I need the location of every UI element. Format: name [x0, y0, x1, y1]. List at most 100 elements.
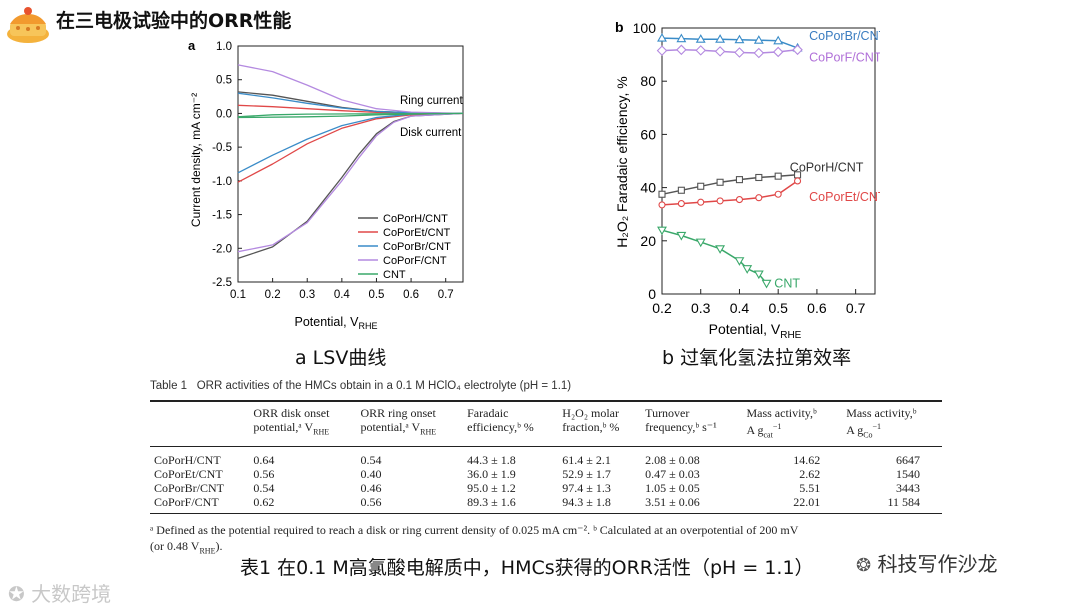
- fe-series-label: CoPorBr/CNT: [809, 29, 880, 43]
- table-cell: CoPorBr/CNT: [154, 481, 225, 496]
- disk-current-label: Disk current: [400, 127, 462, 139]
- fe-marker: [658, 201, 666, 209]
- table-cell: 0.47 ± 0.03: [645, 467, 700, 482]
- fe-marker: [716, 197, 724, 205]
- lsv-legend-label: CNT: [383, 269, 406, 281]
- fe-ytick-label: 20: [640, 233, 656, 249]
- fe-marker: [734, 47, 745, 58]
- table-cell: CoPorEt/CNT: [154, 467, 223, 482]
- fe-marker: [755, 194, 763, 202]
- fe-caption: b 过氧化氢法拉第效率: [662, 347, 852, 369]
- table-cell: 0.54: [360, 453, 382, 468]
- fe-marker: [793, 177, 802, 185]
- fe-series-label: CoPorH/CNT: [790, 161, 864, 175]
- page-title: 在三电极试验中的ORR性能: [56, 10, 292, 32]
- table-header-cell: ORR disk onset potential,ᵃ VRHE: [253, 406, 330, 437]
- lsv-disk-line: [237, 112, 464, 253]
- table-row: CoPorEt/CNT 0.56 0.40 36.0 ± 1.9 52.9 ± 1.7 0…: [150, 467, 942, 481]
- fe-marker: [676, 33, 687, 43]
- fe-xtick-label: 0.3: [691, 300, 711, 316]
- fe-marker: [735, 196, 744, 204]
- fe-xtick-label: 0.7: [846, 300, 866, 316]
- lsv-ring-line: [237, 64, 464, 115]
- lsv-xtick-label: 0.4: [334, 289, 351, 301]
- fe-plot-frame: [661, 27, 876, 295]
- lsv-legend-label: CoPorH/CNT: [383, 213, 448, 225]
- table-cell: 1.05 ± 0.05: [645, 481, 700, 496]
- fe-marker: [695, 34, 706, 43]
- fe-marker: [714, 46, 726, 57]
- table-cell: 44.3 ± 1.8: [467, 453, 516, 468]
- ring-current-label: Ring current: [400, 95, 463, 107]
- fe-marker: [677, 200, 685, 208]
- fe-marker: [772, 46, 784, 58]
- fe-xtick-label: 0.2: [652, 300, 672, 316]
- fe-marker: [715, 245, 726, 254]
- table-cell: 11 584: [887, 495, 920, 510]
- cake-logo-icon: [7, 7, 49, 43]
- fe-xlabel: Potential, VRHE: [709, 321, 802, 341]
- table-cell: 0.56: [253, 467, 275, 482]
- fe-series-line: [661, 37, 798, 49]
- table-cell: 0.64: [253, 453, 275, 468]
- table-header-cell: Mass activity,ᵇ A gCo−1: [846, 406, 917, 440]
- lsv-legend-label: CoPorEt/CNT: [383, 227, 451, 239]
- table-bottom-caption: 表1 在0.1 M高氯酸电解质中，HMCs获得的ORR活性（pH = 1.1）: [240, 557, 814, 579]
- lsv-ring-line: [237, 92, 464, 115]
- fe-ytick-label: 0: [648, 286, 656, 302]
- fe-marker: [735, 176, 744, 184]
- table-cell: CoPorH/CNT: [154, 453, 221, 468]
- table-header-cell: Mass activity,ᵇ A gcat−1: [746, 406, 817, 440]
- fe-series-line: [661, 229, 768, 284]
- table-header-cell: ORR ring onset potential,ᵃ VRHE: [360, 406, 437, 437]
- table-cell: 97.4 ± 1.3: [562, 481, 611, 496]
- panel-letter-a: a: [188, 38, 196, 53]
- lsv-ytick-label: -1.0: [212, 176, 232, 188]
- watermark-left: ✪ 大数跨境: [8, 582, 112, 606]
- fe-series-label: CoPorEt/CNT: [809, 190, 880, 204]
- table-cell: 22.01: [793, 495, 821, 510]
- table-cell: 5.51: [799, 481, 821, 496]
- lsv-ytick-label: -2.5: [212, 277, 232, 289]
- orr-activity-table: Table 1 ORR activities of the HMCs obtai…: [150, 380, 950, 560]
- lsv-ylabel: Current density, mA cm⁻²: [189, 93, 203, 227]
- lsv-disk-line: [237, 112, 464, 119]
- table-cell: 6647: [896, 453, 920, 468]
- fe-marker: [676, 231, 687, 241]
- lsv-ring-line: [237, 112, 464, 118]
- table-row: CoPorF/CNT 0.62 0.56 89.3 ± 1.6 94.3 ± 1.8 3.…: [150, 495, 942, 514]
- table-footnote: ᵃ Defined as the potential required to r…: [150, 523, 799, 556]
- lsv-legend-label: CoPorBr/CNT: [383, 241, 451, 253]
- lsv-plot-frame: [237, 45, 464, 283]
- lsv-xtick-label: 0.1: [230, 289, 246, 301]
- faradaic-efficiency-chart: 0.2 0.3 0.4 0.5 0.6 0.7 100 80 60 40 20 0 CoPorBr/C…: [614, 19, 880, 341]
- lsv-legend-label: CoPorF/CNT: [383, 255, 447, 267]
- fe-marker: [656, 45, 668, 56]
- table-header-cell: Turnover frequency,ᵇ s⁻¹: [645, 406, 717, 434]
- fe-marker: [658, 190, 666, 198]
- lsv-xlabel: Potential, VRHE: [295, 315, 378, 331]
- table-cell: 3443: [896, 481, 920, 496]
- lsv-ytick-label: -0.5: [212, 142, 232, 154]
- fe-marker: [742, 265, 753, 274]
- fe-marker: [761, 279, 772, 289]
- fe-marker: [657, 32, 667, 42]
- wechat-icon: ❂: [856, 555, 872, 576]
- lsv-chart: 0.1 0.2 0.3 0.4 0.5 0.6 0.7 1.0 0.5 0.0 -0.5 -1.0 -1…: [188, 38, 464, 331]
- table-cell: 61.4 ± 2.1: [562, 453, 611, 468]
- fe-marker: [774, 172, 782, 180]
- fe-marker: [753, 35, 764, 44]
- table-cell: 0.62: [253, 495, 275, 510]
- table-cell: CoPorF/CNT: [154, 495, 219, 510]
- lsv-ytick-label: -1.5: [212, 210, 232, 222]
- fe-marker: [697, 182, 705, 190]
- table-row: CoPorH/CNT 0.64 0.54 44.3 ± 1.8 61.4 ± 2.1 2.…: [150, 447, 942, 468]
- table-caption: Table 1 ORR activities of the HMCs obtai…: [150, 380, 572, 392]
- fe-marker: [657, 226, 667, 236]
- fe-ytick-label: 60: [640, 126, 656, 142]
- table-cell: 94.3 ± 1.8: [562, 495, 611, 510]
- table-cell: 14.62: [793, 453, 821, 468]
- fe-marker: [774, 190, 782, 198]
- fe-marker: [734, 257, 745, 266]
- fe-marker: [715, 34, 726, 43]
